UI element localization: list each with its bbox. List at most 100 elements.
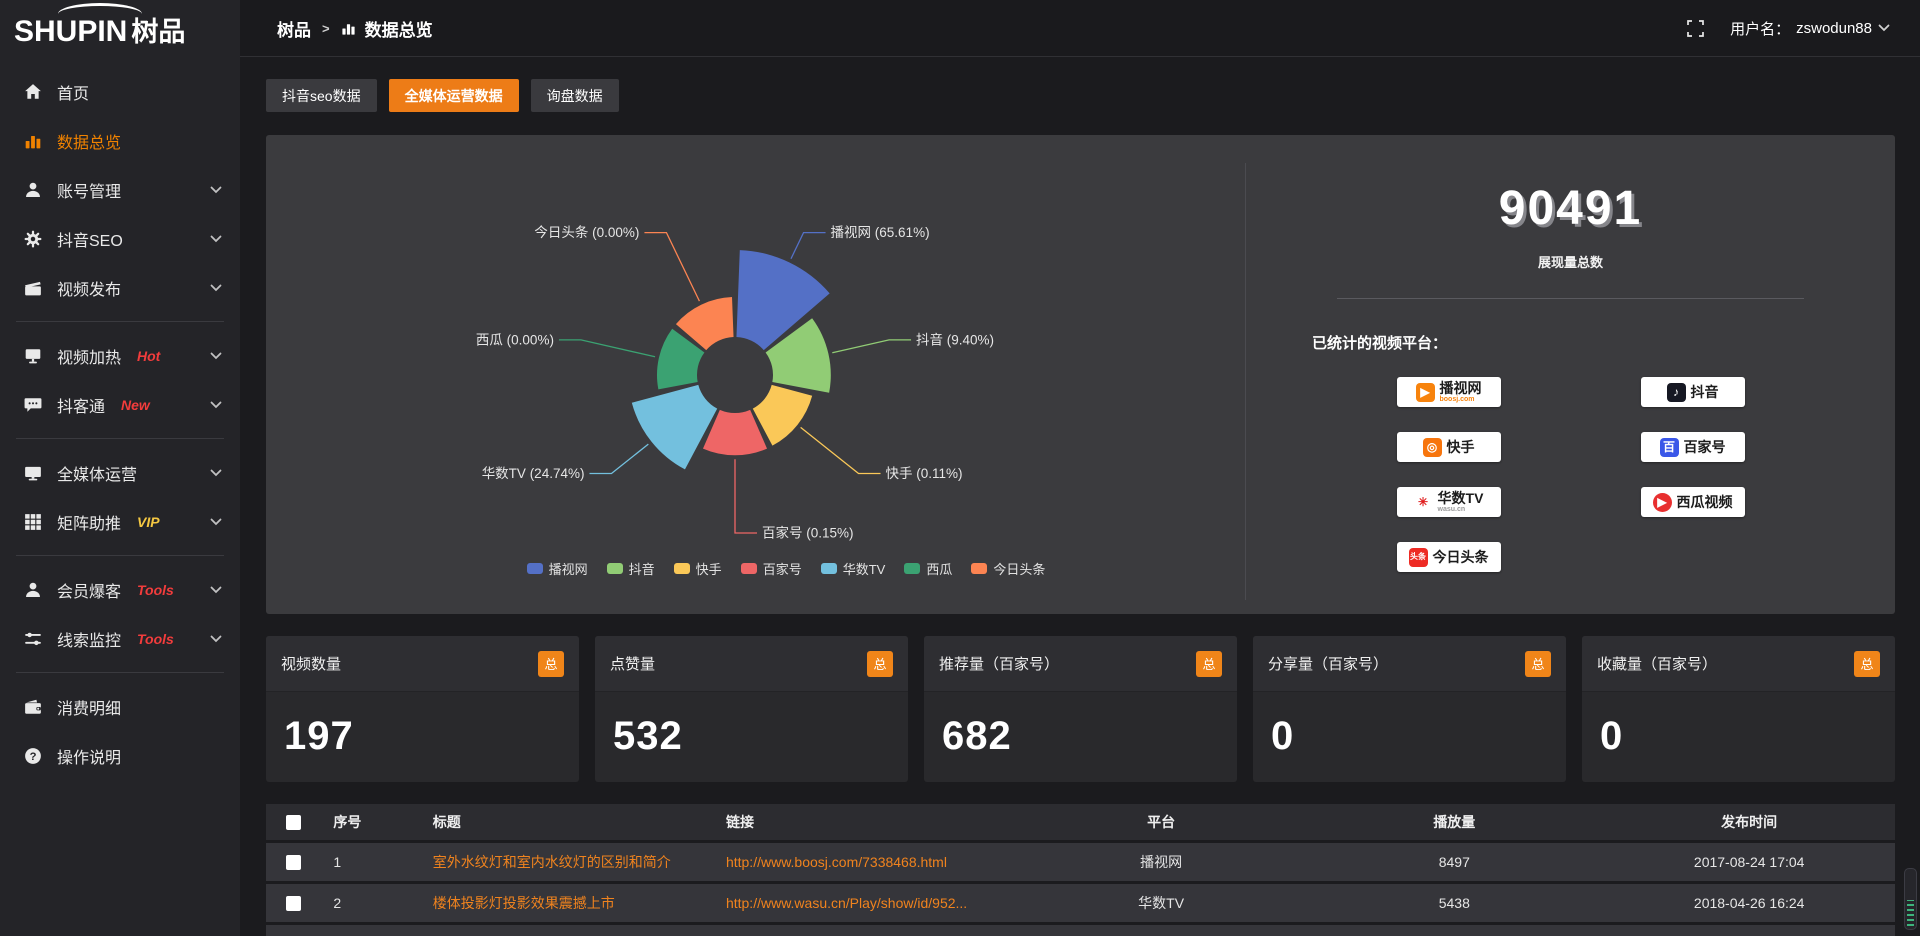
- data-tabs: 抖音seo数据 全媒体运营数据 询盘数据: [266, 79, 1895, 112]
- sidebar-item-label: 会员爆客: [57, 583, 122, 601]
- legend-item-5[interactable]: 西瓜: [904, 559, 952, 578]
- member-icon: [24, 581, 42, 599]
- sidebar-item-media-operation[interactable]: 全媒体运营: [0, 448, 240, 497]
- sidebar-item-label: 消费明细: [57, 700, 122, 718]
- pie-label-line-3: [734, 459, 757, 534]
- row-plays-cell: [1305, 921, 1604, 936]
- sidebar-nav: 首页 数据总览 账号管理 抖音SEO 视频发布 视频加热 Hot 抖客通 New 全媒体运营 矩阵助…: [0, 57, 240, 780]
- legend-label: 抖音: [628, 562, 655, 577]
- sidebar: SHUPIN 树品 首页 数据总览 账号管理抖音SEO 视频发布视频加热 Hot 抖客通 N…: [0, 0, 240, 936]
- sidebar-item-data-overview[interactable]: 数据总览: [0, 116, 240, 165]
- pie-label-line-1: [832, 339, 912, 354]
- sidebar-item-operation-guide[interactable]: ? 操作说明: [0, 731, 240, 780]
- sidebar-item-matrix-boost[interactable]: 矩阵助推 VIP: [0, 497, 240, 546]
- table-body: 1 室外水纹灯和室内水纹灯的区别和简介 http://www.boosj.com/7…: [266, 839, 1895, 936]
- row-checkbox[interactable]: [286, 854, 302, 870]
- breadcrumb-item[interactable]: 数据总览: [364, 20, 433, 40]
- legend-label: 播视网: [548, 562, 588, 577]
- total-badge: 总: [1196, 650, 1222, 677]
- row-time-cell: 2017-08-24 17:04: [1603, 839, 1895, 882]
- sidebar-item-label: 抖音SEO: [57, 232, 123, 250]
- legend-swatch: [606, 563, 623, 574]
- pie-slice-0[interactable]: [736, 250, 830, 351]
- stat-card-header: 收藏量（百家号） 总: [1582, 636, 1895, 692]
- question-icon: ?: [24, 747, 42, 765]
- stat-card-value: 197: [284, 714, 354, 758]
- baijiahao-logo-icon: 百: [1659, 437, 1679, 457]
- platform-sub-text: boosj.com: [1439, 395, 1475, 403]
- sidebar-item-label: 视频加热: [57, 349, 122, 367]
- stat-card-4: 收藏量（百家号） 总 0: [1582, 636, 1895, 782]
- legend-item-4[interactable]: 华数TV: [820, 559, 885, 578]
- app-logo[interactable]: SHUPIN 树品: [0, 0, 240, 57]
- platforms-label: 已统计的视频平台：: [1312, 335, 1448, 352]
- top-header: 树品 > 数据总览 用户名： zswodun88: [240, 0, 1920, 57]
- overview-chart-panel: 播视网 (65.61%) 抖音 (9.40%) 快手 (0.11%) 百家号 (0.1…: [266, 135, 1895, 614]
- row-plays-cell: 8497: [1305, 839, 1604, 882]
- sidebar-item-video-heating[interactable]: 视频加热 Hot: [0, 331, 240, 380]
- row-url-link[interactable]: http://www.boosj.com/7338468.html: [725, 853, 947, 870]
- pie-slice-3[interactable]: [702, 409, 768, 456]
- platform-badge-baijiahao: 百百家号: [1640, 432, 1745, 462]
- sidebar-item-video-publish[interactable]: 视频发布: [0, 263, 240, 312]
- sidebar-item-clue-monitor[interactable]: 线索监控 Tools: [0, 614, 240, 663]
- pie-slice-5[interactable]: [657, 328, 705, 390]
- pie-slice-6[interactable]: [675, 297, 734, 351]
- breadcrumb: 树品 > 数据总览: [268, 16, 433, 41]
- row-url-link[interactable]: http://www.wasu.cn/Play/show/id/952...: [725, 894, 968, 911]
- video-icon: [24, 279, 42, 297]
- legend-item-2[interactable]: 快手: [673, 559, 722, 578]
- row-title-link[interactable]: 楼体投影灯投影效果震撼上市: [432, 894, 615, 911]
- sidebar-item-douyin-seo[interactable]: 抖音SEO: [0, 214, 240, 263]
- sidebar-item-label: 矩阵助推: [57, 515, 122, 533]
- stat-card-header: 点赞量 总: [595, 636, 908, 692]
- legend-item-1[interactable]: 抖音: [606, 559, 655, 578]
- row-title-link[interactable]: 室外水纹灯和室内水纹灯的区别和简介: [432, 853, 671, 870]
- fullscreen-icon[interactable]: [1687, 19, 1704, 37]
- summary-panel: 90491 展现量总数 已统计的视频平台： ▶ 播视网 boosj.com ♪ 抖音 ◎ 快…: [1245, 163, 1895, 600]
- pie-label-line-5: [558, 339, 656, 358]
- col-plays: 播放量: [1305, 804, 1604, 841]
- total-badge: 总: [538, 650, 564, 677]
- tab-media-operation-data[interactable]: 全媒体运营数据: [388, 79, 519, 112]
- pie-label-line-2: [800, 426, 881, 475]
- pie-slice-1[interactable]: [765, 318, 831, 393]
- select-all-checkbox[interactable]: [286, 815, 302, 831]
- stat-card-value: 0: [1271, 714, 1295, 758]
- tab-inquiry-data[interactable]: 询盘数据: [530, 79, 619, 112]
- total-badge: 总: [867, 650, 893, 677]
- pie-slice-2[interactable]: [752, 384, 813, 446]
- platform-badge-kuaishou: ◎ 快手: [1396, 432, 1501, 462]
- legend-item-6[interactable]: 今日头条: [971, 559, 1045, 578]
- floating-widget[interactable]: [1904, 868, 1917, 930]
- tab-douyin-seo-data[interactable]: 抖音seo数据: [266, 79, 377, 112]
- row-checkbox[interactable]: [286, 895, 302, 911]
- sidebar-item-account-management[interactable]: 账号管理: [0, 165, 240, 214]
- pie-slice-4[interactable]: [631, 384, 718, 470]
- sidebar-item-doketong[interactable]: 抖客通 New: [0, 380, 240, 429]
- chevron-down-icon: [210, 518, 222, 526]
- legend-swatch: [904, 563, 921, 574]
- stat-card-1: 点赞量 总 532: [595, 636, 908, 782]
- sidebar-item-tag: VIP: [137, 513, 160, 530]
- sidebar-item-label: 视频发布: [57, 281, 122, 299]
- sidebar-item-tag: New: [121, 396, 150, 413]
- display-icon: [24, 347, 42, 365]
- legend-item-0[interactable]: 播视网: [526, 559, 588, 578]
- sidebar-item-label: 操作说明: [57, 749, 122, 767]
- sidebar-item-label: 线索监控: [57, 632, 122, 650]
- breadcrumb-item[interactable]: 树品: [277, 20, 311, 40]
- platform-badge-name: 华数TV wasu.cn: [1438, 491, 1484, 513]
- stat-card-header: 推荐量（百家号） 总: [924, 636, 1237, 692]
- legend-swatch: [526, 563, 543, 574]
- user-dropdown[interactable]: 用户名： zswodun88: [1730, 18, 1890, 39]
- sidebar-divider: [16, 555, 224, 556]
- stat-card-label: 推荐量（百家号）: [939, 656, 1060, 673]
- sidebar-item-home[interactable]: 首页: [0, 67, 240, 116]
- svg-text:?: ?: [30, 750, 37, 762]
- username-value: zswodun88: [1796, 19, 1872, 37]
- legend-item-3[interactable]: 百家号: [740, 559, 802, 578]
- sidebar-item-member-burst[interactable]: 会员爆客 Tools: [0, 565, 240, 614]
- sidebar-item-consumption-detail[interactable]: 消费明细: [0, 682, 240, 731]
- legend-label: 西瓜: [926, 562, 953, 577]
